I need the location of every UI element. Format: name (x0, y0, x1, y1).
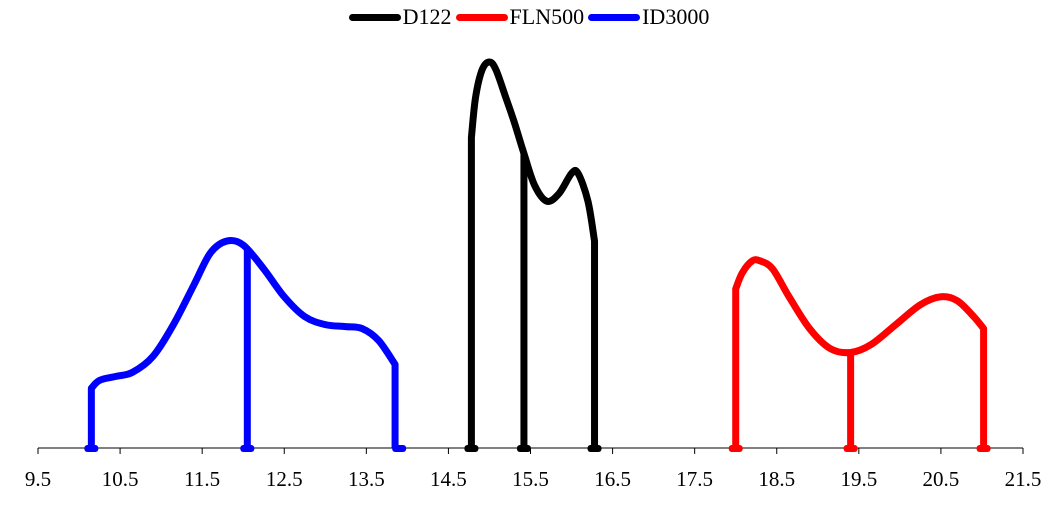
x-tick-label: 15.5 (512, 467, 549, 491)
legend-label-id3000: ID3000 (642, 4, 710, 29)
axis-marker-id3000 (84, 445, 99, 452)
x-tick-label: 9.5 (25, 467, 51, 491)
x-tick-label: 20.5 (923, 467, 960, 491)
x-tick-label: 12.5 (266, 467, 303, 491)
x-tick-label: 11.5 (184, 467, 220, 491)
series-curves (87, 58, 988, 448)
x-tick-label: 18.5 (758, 467, 795, 491)
legend-label-d122: D122 (402, 4, 452, 29)
legend-item-id3000: ID3000 (588, 4, 709, 30)
x-tick-label: 16.5 (594, 467, 631, 491)
legend-swatch-fln500 (455, 13, 508, 21)
legend-item-d122: D122 (348, 4, 452, 30)
axis-marker-d122 (587, 445, 602, 452)
chart-legend: D122 FLN500 ID3000 (0, 4, 1058, 30)
legend-swatch-id3000 (588, 13, 641, 21)
x-tick-label: 19.5 (840, 467, 877, 491)
axis-marker-fln500 (976, 445, 991, 452)
axis-marker-d122 (464, 445, 479, 452)
density-curve-fln500 (732, 256, 988, 448)
x-tick-label: 17.5 (676, 467, 713, 491)
x-tick-label: 13.5 (348, 467, 385, 491)
legend-swatch-d122 (348, 13, 401, 21)
x-tick-label: 14.5 (430, 467, 467, 491)
axis-marker-fln500 (728, 445, 743, 452)
axis-marker-fln500 (843, 445, 858, 452)
density-curve-id3000 (87, 236, 399, 448)
legend-item-fln500: FLN500 (455, 4, 585, 30)
axis-marker-id3000 (240, 445, 255, 452)
series-markers (84, 445, 991, 452)
legend-label-fln500: FLN500 (509, 4, 585, 29)
x-tick-label: 10.5 (102, 467, 139, 491)
x-axis: 9.5 10.5 11.5 12.5 13.5 14.5 15.5 16.5 17.5 18.5 1… (25, 447, 1042, 491)
x-tick-label: 21.5 (1005, 467, 1042, 491)
density-curve-d122 (467, 58, 599, 448)
axis-marker-id3000 (392, 445, 407, 452)
axis-marker-d122 (516, 445, 531, 452)
